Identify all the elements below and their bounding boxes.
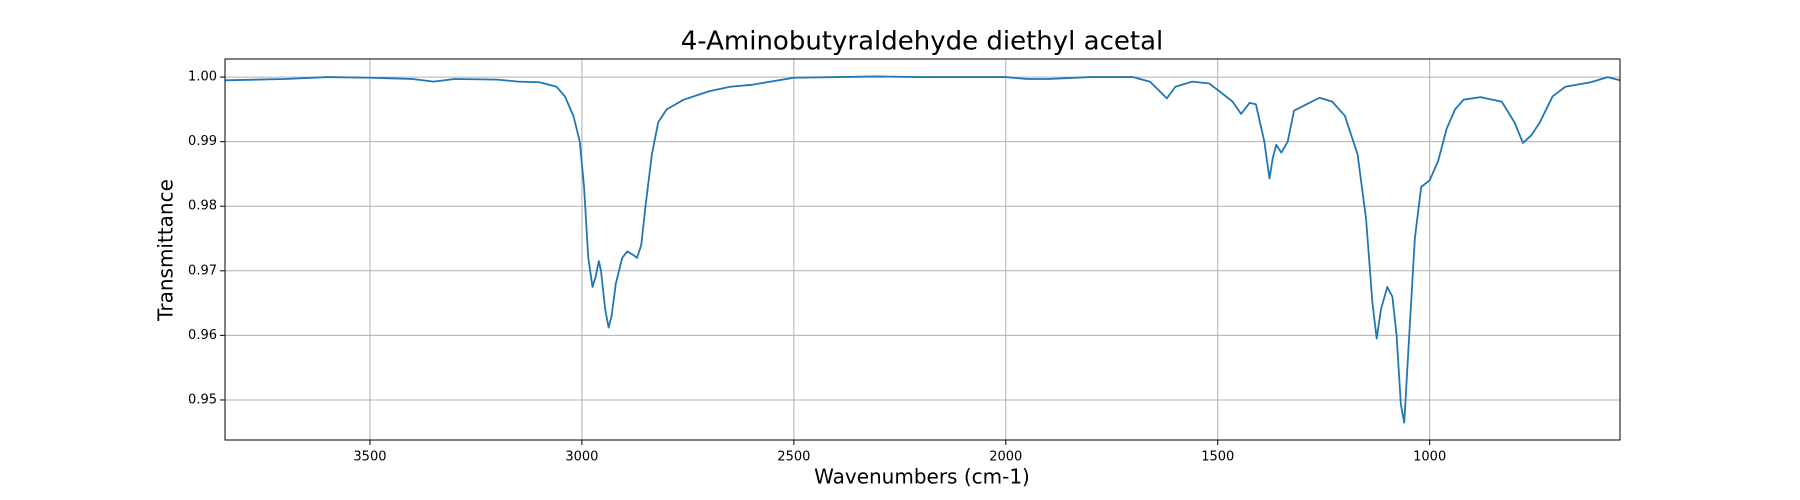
- spectrum-line: [224, 75, 1621, 424]
- y-tick-label: 0.97: [188, 263, 217, 278]
- plot-frame: [224, 58, 1621, 441]
- x-axis-label: Wavenumbers (cm-1): [814, 465, 1030, 489]
- y-tick-label: 0.95: [188, 392, 217, 407]
- y-tick-label: 1.00: [188, 70, 217, 85]
- y-tick-label: 0.96: [188, 328, 217, 343]
- x-tick-label: 3000: [565, 450, 598, 465]
- x-tick-label: 1500: [1201, 450, 1234, 465]
- x-tick-label: 2500: [777, 450, 810, 465]
- x-tick-label: 1000: [1413, 450, 1446, 465]
- x-tick-label: 3500: [353, 450, 386, 465]
- x-tick-label: 2000: [989, 450, 1022, 465]
- y-axis-label: Transmittance: [154, 179, 178, 322]
- y-tick-label: 0.99: [188, 134, 217, 149]
- y-tick-label: 0.98: [188, 199, 217, 214]
- chart-title: 4-Aminobutyraldehyde diethyl acetal: [681, 27, 1163, 57]
